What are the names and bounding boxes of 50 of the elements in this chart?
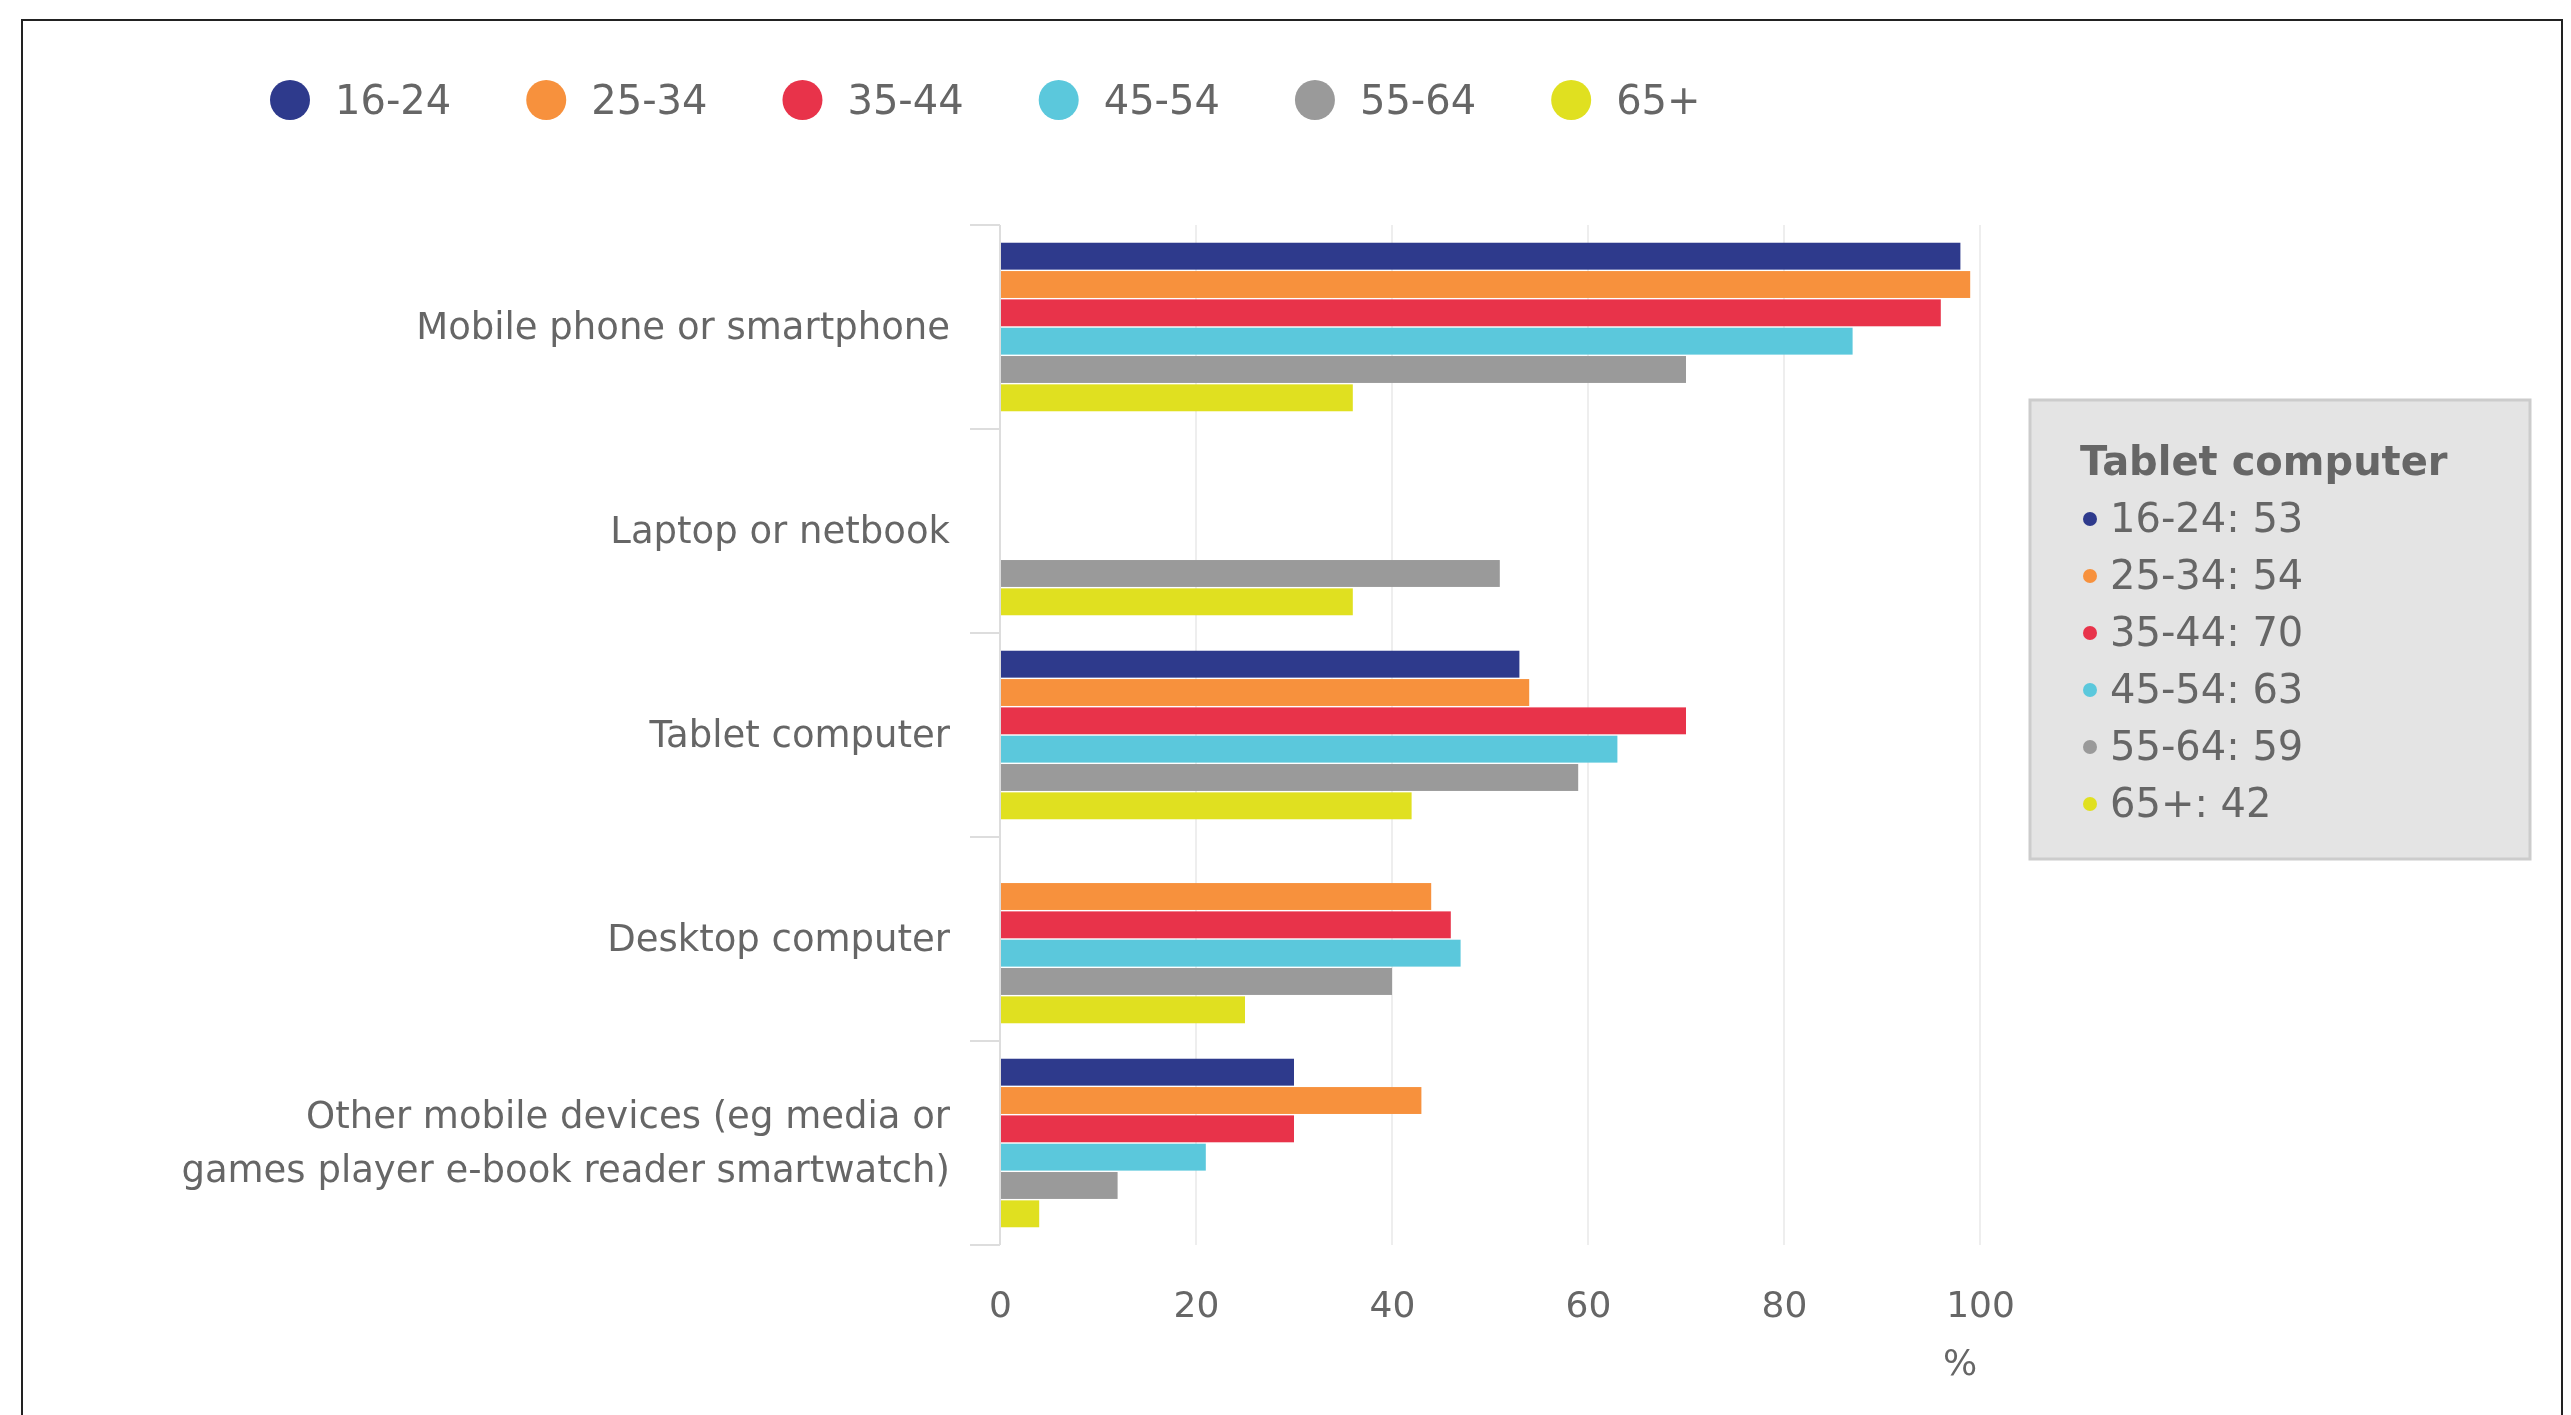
y-tick-label: Desktop computer xyxy=(607,917,951,960)
bar xyxy=(1000,299,1941,327)
bar xyxy=(1000,271,1971,298)
bar xyxy=(1000,1172,1118,1199)
bar xyxy=(1000,1143,1206,1171)
x-tick-label: 20 xyxy=(1173,1283,1220,1325)
bar xyxy=(1000,911,1451,939)
bar xyxy=(1000,1200,1040,1228)
bar xyxy=(1000,764,1579,791)
text: 35-44: 70 xyxy=(2110,609,2304,655)
x-axis-title: % xyxy=(1942,1342,1978,1383)
bar xyxy=(1000,588,1353,616)
bar xyxy=(1000,242,1961,270)
y-tick-label: Laptop or netbook xyxy=(610,509,951,552)
bar xyxy=(1000,679,1530,706)
legend-label: 65+ xyxy=(1616,77,1701,123)
bar xyxy=(1000,1087,1422,1114)
bar xyxy=(1000,707,1686,735)
x-tick-label: 60 xyxy=(1565,1283,1612,1325)
text: 25-34: 54 xyxy=(2110,552,2304,598)
bar xyxy=(1000,939,1461,967)
x-tick-label: 80 xyxy=(1761,1283,1808,1325)
legend-label: 16-24 xyxy=(335,77,452,123)
y-tick-label: Other mobile devices (eg media or games player e-book reader smartwatch) xyxy=(181,1094,951,1191)
bar xyxy=(1000,1058,1294,1086)
text: 16-24: 53 xyxy=(2110,495,2304,541)
legend-label: 35-44 xyxy=(847,77,964,123)
bar xyxy=(1000,883,1432,910)
bar xyxy=(1000,384,1353,412)
text: 55-64: 59 xyxy=(2110,723,2304,769)
text: 65+: 42 xyxy=(2110,780,2272,826)
bar xyxy=(1000,650,1520,678)
bar xyxy=(1000,792,1412,820)
y-tick-label: Mobile phone or smartphone xyxy=(416,305,950,348)
bar xyxy=(1000,327,1853,355)
bar xyxy=(1000,356,1686,383)
bar xyxy=(1000,560,1500,587)
legend-label: 45-54 xyxy=(1103,77,1220,123)
bar xyxy=(1000,996,1245,1024)
bar xyxy=(1000,968,1392,995)
legend-label: 55-64 xyxy=(1359,77,1477,123)
y-tick-label: Tablet computer xyxy=(648,713,951,756)
x-tick-label: 100 xyxy=(1946,1283,2015,1325)
text: Tablet computer xyxy=(2080,438,2448,484)
legend-label: 25-34 xyxy=(591,77,708,123)
x-tick-label: 0 xyxy=(989,1283,1012,1325)
bar xyxy=(1000,1115,1294,1143)
text: 45-54: 63 xyxy=(2110,666,2304,712)
x-tick-label: 40 xyxy=(1369,1283,1416,1325)
bar xyxy=(1000,735,1618,763)
